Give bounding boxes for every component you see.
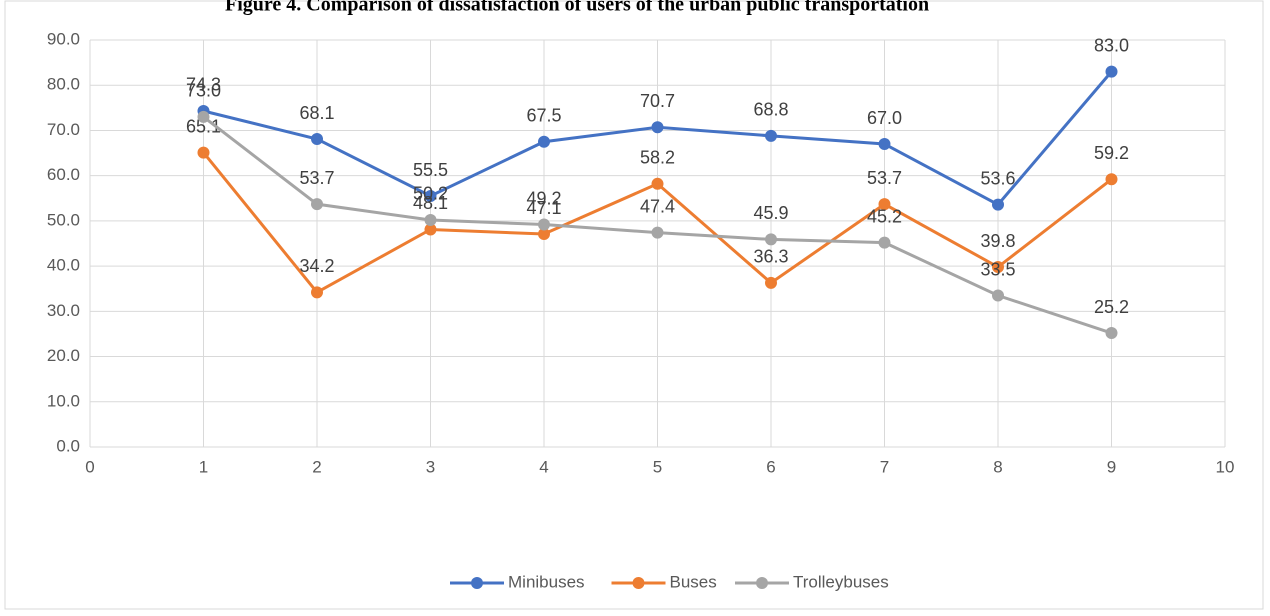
data-point [311, 133, 323, 146]
chart-title: Figure 4. Comparison of dissatisfaction … [225, 0, 929, 16]
value-label: 55.5 [413, 160, 448, 180]
value-label: 73.0 [186, 81, 221, 101]
x-tick-label: 4 [539, 457, 548, 476]
data-point [311, 198, 323, 211]
data-point [651, 177, 664, 190]
data-point [651, 226, 664, 239]
value-label: 70.7 [640, 91, 675, 111]
value-label: 65.1 [186, 116, 221, 136]
x-tick-label: 5 [653, 457, 662, 476]
value-label: 49.2 [526, 188, 561, 208]
y-tick-label: 40.0 [47, 256, 80, 275]
value-label: 53.7 [867, 168, 902, 188]
data-point [311, 286, 323, 299]
value-label: 53.6 [980, 168, 1015, 188]
data-point [424, 213, 437, 226]
value-label: 50.2 [413, 184, 448, 204]
data-point [765, 129, 777, 142]
y-tick-label: 90.0 [47, 29, 80, 48]
value-label: 47.1 [526, 198, 561, 218]
value-label: 39.8 [980, 231, 1015, 251]
data-point [878, 138, 891, 151]
data-point [197, 146, 210, 159]
data-point [538, 218, 550, 231]
y-tick-label: 30.0 [47, 301, 80, 320]
value-label: 58.2 [640, 148, 675, 168]
y-tick-label: 0.0 [56, 436, 80, 455]
data-point [992, 261, 1004, 274]
value-label: 67.0 [867, 108, 902, 128]
value-label: 48.1 [413, 193, 448, 213]
x-tick-label: 7 [880, 457, 889, 476]
legend-label: Minibuses [508, 572, 585, 591]
data-point [651, 121, 664, 134]
x-tick-label: 6 [766, 457, 775, 476]
x-tick-label: 2 [312, 457, 321, 476]
x-tick-label: 8 [993, 457, 1002, 476]
data-point [992, 289, 1004, 302]
value-label: 36.3 [753, 247, 788, 267]
value-label: 34.2 [299, 256, 334, 276]
x-tick-label: 1 [199, 457, 208, 476]
legend-marker [471, 577, 483, 589]
legend-marker [632, 577, 645, 589]
value-label: 45.2 [867, 206, 902, 226]
y-tick-label: 10.0 [47, 391, 80, 410]
value-label: 47.4 [640, 196, 675, 216]
x-tick-label: 9 [1107, 457, 1116, 476]
value-label: 25.2 [1094, 297, 1129, 317]
data-point [1105, 173, 1118, 186]
x-tick-label: 3 [426, 457, 435, 476]
y-tick-label: 50.0 [47, 210, 80, 229]
data-point [1105, 327, 1118, 340]
chart-frame [4, 0, 1264, 610]
value-label: 45.9 [753, 203, 788, 223]
data-point [765, 276, 777, 289]
y-tick-label: 80.0 [47, 75, 80, 94]
data-point [878, 198, 891, 211]
data-point [197, 110, 210, 123]
data-point [765, 233, 777, 246]
data-point [878, 236, 891, 249]
y-tick-label: 60.0 [47, 165, 80, 184]
data-point [992, 198, 1004, 211]
data-point [424, 190, 437, 203]
x-tick-label: 10 [1216, 457, 1235, 476]
legend-marker [756, 577, 768, 589]
data-point [538, 135, 550, 148]
value-label: 68.8 [753, 100, 788, 120]
legend-label: Trolleybuses [793, 572, 889, 591]
y-tick-label: 70.0 [47, 120, 80, 139]
value-label: 53.7 [299, 168, 334, 188]
data-point [538, 228, 550, 241]
value-label: 67.5 [526, 106, 561, 126]
data-point [1105, 65, 1118, 78]
y-tick-label: 20.0 [47, 346, 80, 365]
value-label: 68.1 [299, 103, 334, 123]
value-label: 59.2 [1094, 143, 1129, 163]
x-tick-label: 0 [85, 457, 94, 476]
value-label: 33.5 [980, 259, 1015, 279]
legend-label: Buses [670, 572, 717, 591]
value-label: 83.0 [1094, 35, 1129, 55]
value-label: 74.3 [186, 75, 221, 95]
data-point [424, 223, 437, 236]
